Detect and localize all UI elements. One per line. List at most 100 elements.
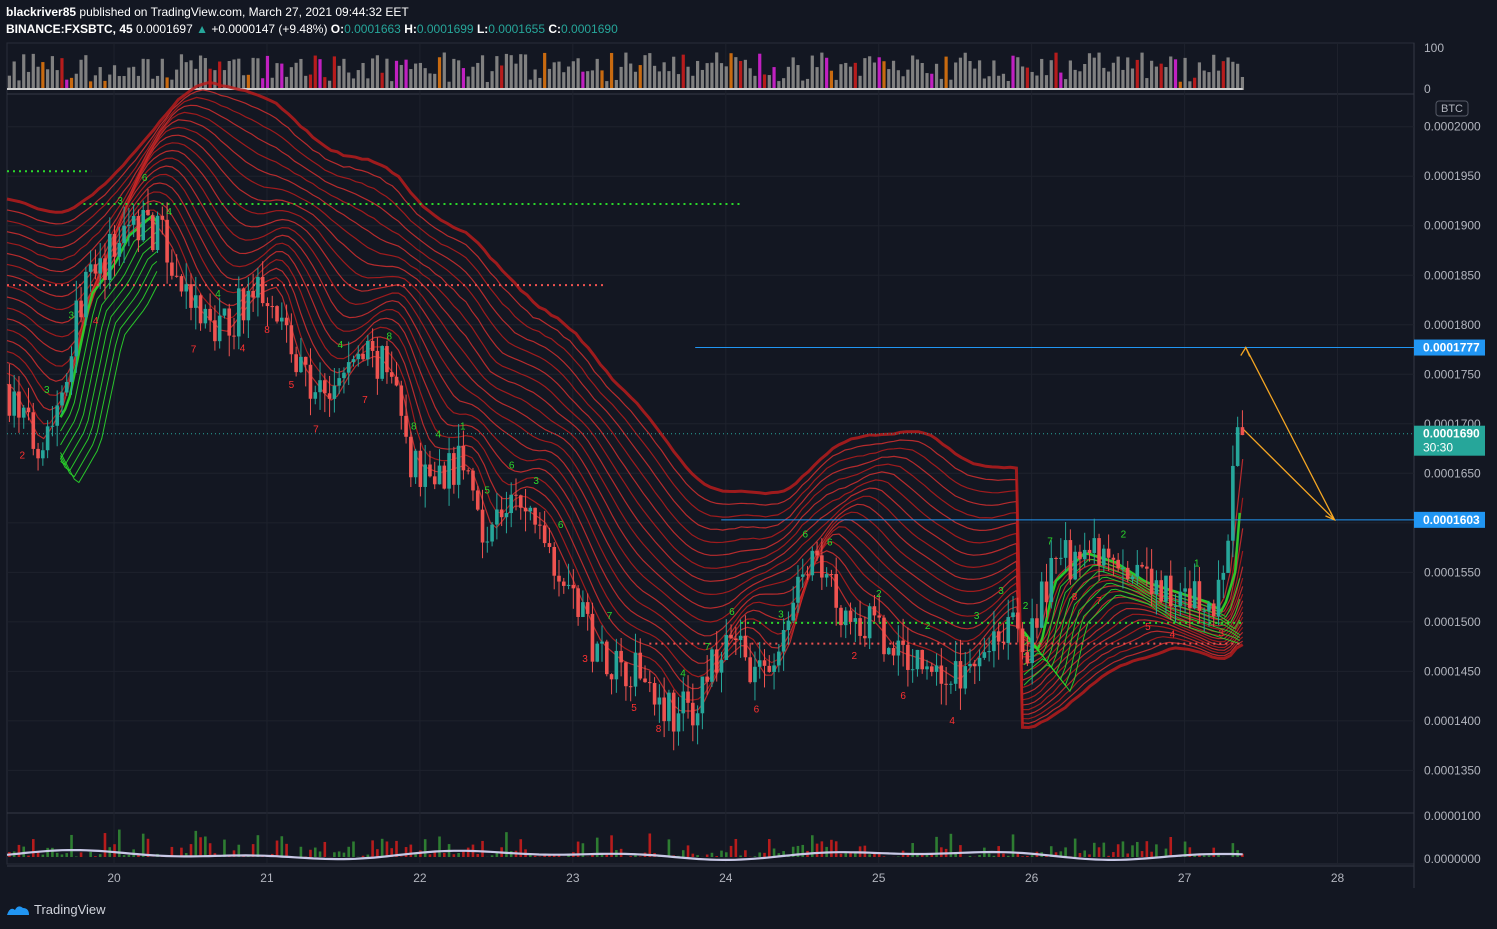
oscillator-bar (94, 856, 97, 857)
count-digit: 3 (998, 586, 1004, 597)
candle-body (1073, 551, 1077, 580)
volume-bar (184, 62, 188, 90)
candle-body (1102, 548, 1106, 566)
candle-body (385, 346, 389, 373)
candle-body (1097, 538, 1101, 566)
candle-body (1078, 551, 1082, 560)
candle-body (1125, 567, 1130, 580)
oscillator-bar (127, 854, 131, 857)
candle-body (150, 215, 155, 251)
oscillator-bar (237, 844, 241, 857)
volume-bar (930, 73, 934, 90)
count-digit: 5 (631, 703, 637, 714)
candle-body (423, 464, 427, 487)
volume-bar (624, 52, 628, 90)
y-tick-label: 0.0001500 (1424, 615, 1481, 629)
candle-body (17, 391, 21, 418)
volume-bar (509, 55, 513, 90)
candle-body (657, 697, 662, 705)
candle-body (585, 602, 590, 614)
volume-bar (767, 75, 771, 90)
volume-bar (1097, 52, 1101, 90)
oscillator-bar (744, 850, 747, 857)
candle-body (318, 380, 322, 393)
volume-bar (997, 75, 1001, 90)
volume-bar (1059, 72, 1063, 90)
open-label: O: (330, 22, 345, 36)
volume-bar (576, 58, 580, 90)
oscillator-bar (1126, 853, 1130, 857)
oscillator-bar (959, 845, 962, 857)
candle-body (490, 524, 494, 542)
candle-body (275, 306, 279, 322)
volume-bar (222, 70, 227, 90)
count-digit: 3 (117, 196, 123, 207)
ribbon-line (6, 173, 1244, 658)
author-name[interactable]: blackriver85 (6, 5, 77, 19)
candle-body (1183, 588, 1187, 592)
volume-bar (485, 81, 489, 90)
volume-bar (218, 61, 222, 90)
oscillator-bar (1016, 853, 1020, 857)
volume-bar (1188, 81, 1192, 90)
volume-bar (1011, 55, 1015, 90)
volume-bar (901, 76, 905, 90)
candle-body (179, 276, 184, 292)
oscillator-bar (681, 850, 685, 857)
candle-body (227, 308, 232, 336)
volume-bar (911, 55, 915, 90)
symbol-name[interactable]: BINANCE:FXSBTC, 45 (6, 22, 133, 36)
count-digit: 6 (803, 530, 809, 541)
ribbon-line-green (60, 271, 158, 478)
volume-bar (332, 56, 336, 90)
volume-bar (103, 80, 107, 90)
candle-body (452, 453, 456, 485)
count-digit: 7 (1047, 537, 1053, 548)
candle-body (93, 264, 98, 274)
y-tick-label: 0.0001900 (1424, 219, 1481, 233)
candle-body (131, 216, 136, 225)
volume-bar (681, 54, 685, 90)
oscillator-bar (830, 839, 833, 857)
oscillator-bar (882, 856, 886, 857)
oscillator-bar (495, 852, 499, 857)
candle-body (323, 380, 327, 394)
volume-bar (433, 73, 437, 90)
tradingview-logo-icon (7, 905, 29, 915)
candle-body (853, 618, 858, 622)
volume-bar (74, 73, 78, 90)
ribbon-line (6, 119, 1244, 706)
volume-bar (256, 58, 260, 90)
candle-body (1006, 617, 1011, 643)
candle-body (944, 683, 948, 685)
oscillator-bar (849, 852, 852, 857)
candle-body (681, 691, 686, 714)
candle-body (117, 242, 122, 257)
volume-bar (394, 60, 399, 90)
candle-body (648, 682, 652, 684)
x-tick-label: 22 (413, 871, 427, 885)
oscillator-bar (916, 853, 919, 857)
oscillator-bar (361, 855, 365, 857)
candle-body (896, 640, 901, 656)
ribbon-line (6, 104, 1244, 715)
volume-bar (1183, 57, 1187, 90)
candle-body (929, 666, 934, 672)
candle-body (667, 692, 671, 722)
candle-body (136, 216, 141, 241)
volume-bar (581, 71, 585, 90)
count-digit: 6 (827, 538, 833, 549)
volume-bar (452, 58, 456, 90)
volume-bar (294, 62, 298, 90)
oscillator-bar (1011, 834, 1015, 857)
candle-body (79, 300, 83, 318)
count-digit: 1 (1194, 558, 1200, 569)
tradingview-footer[interactable]: TradingView (6, 902, 106, 917)
candle-body (21, 407, 26, 418)
y-tick-label: 0.0001550 (1424, 565, 1481, 579)
candle-body (1216, 579, 1221, 617)
volume-bar (175, 69, 179, 90)
oscillator-bar (442, 852, 446, 857)
candle-body (714, 649, 719, 673)
